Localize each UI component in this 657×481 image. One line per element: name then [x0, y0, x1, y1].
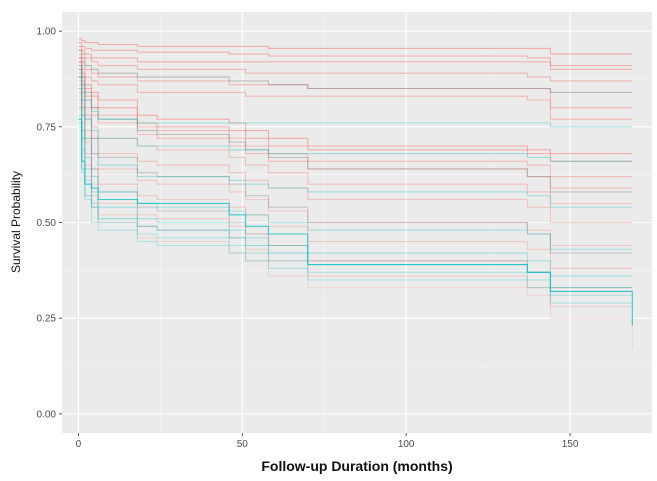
survival-curve-9	[78, 65, 633, 178]
survival-curve-30	[78, 126, 633, 304]
survival-curve-26	[78, 107, 633, 277]
x-tick-label: 50	[237, 439, 249, 450]
survival-curve-22	[78, 65, 633, 128]
y-tick-label: 0.75	[37, 122, 57, 133]
y-axis-title: Survival Probability	[9, 171, 23, 273]
survival-curve-25	[78, 99, 633, 250]
y-axis-ticks: 0.00 0.25 0.50 0.75 1.00	[37, 27, 62, 420]
survival-curve-28	[78, 118, 633, 326]
y-tick-label: 0.00	[37, 409, 57, 420]
major-gridlines	[62, 12, 652, 433]
survival-curve-10	[78, 68, 633, 189]
survival-curve-7	[78, 57, 633, 155]
y-tick-label: 1.00	[37, 27, 57, 38]
survival-curve-17	[78, 95, 633, 349]
survival-curve-27	[78, 114, 633, 296]
x-tick-label: 100	[398, 439, 415, 450]
survival-curve-8	[78, 61, 633, 162]
survival-curve-29	[78, 122, 633, 289]
survival-curve-11	[78, 72, 633, 204]
survival-curve-4	[78, 49, 633, 82]
survival-curve-3	[78, 45, 633, 70]
x-axis-title: Follow-up Duration (months)	[261, 458, 452, 474]
survival-curve-23	[78, 76, 633, 162]
y-tick-label: 0.50	[37, 218, 57, 229]
survival-curve-15	[78, 87, 633, 289]
x-tick-label: 150	[562, 439, 579, 450]
survival-curve-5	[78, 53, 633, 109]
survival-curve-14	[78, 84, 633, 269]
survival-curve-13	[78, 80, 633, 247]
survival-curve-24	[78, 87, 633, 208]
survival-curve-20	[78, 68, 633, 254]
x-tick-label: 0	[76, 439, 82, 450]
survival-curve-2	[78, 42, 633, 67]
survival-curve-19	[78, 61, 633, 193]
survival-curve-18	[78, 49, 633, 93]
survival-curve-12	[78, 76, 633, 224]
survival-curves	[78, 38, 633, 349]
survival-curve-21	[78, 76, 633, 292]
survival-curve-16	[78, 91, 633, 308]
survival-curve-1	[78, 38, 633, 55]
x-axis-ticks: 0 50 100 150	[76, 433, 579, 450]
y-tick-label: 0.25	[37, 314, 57, 325]
